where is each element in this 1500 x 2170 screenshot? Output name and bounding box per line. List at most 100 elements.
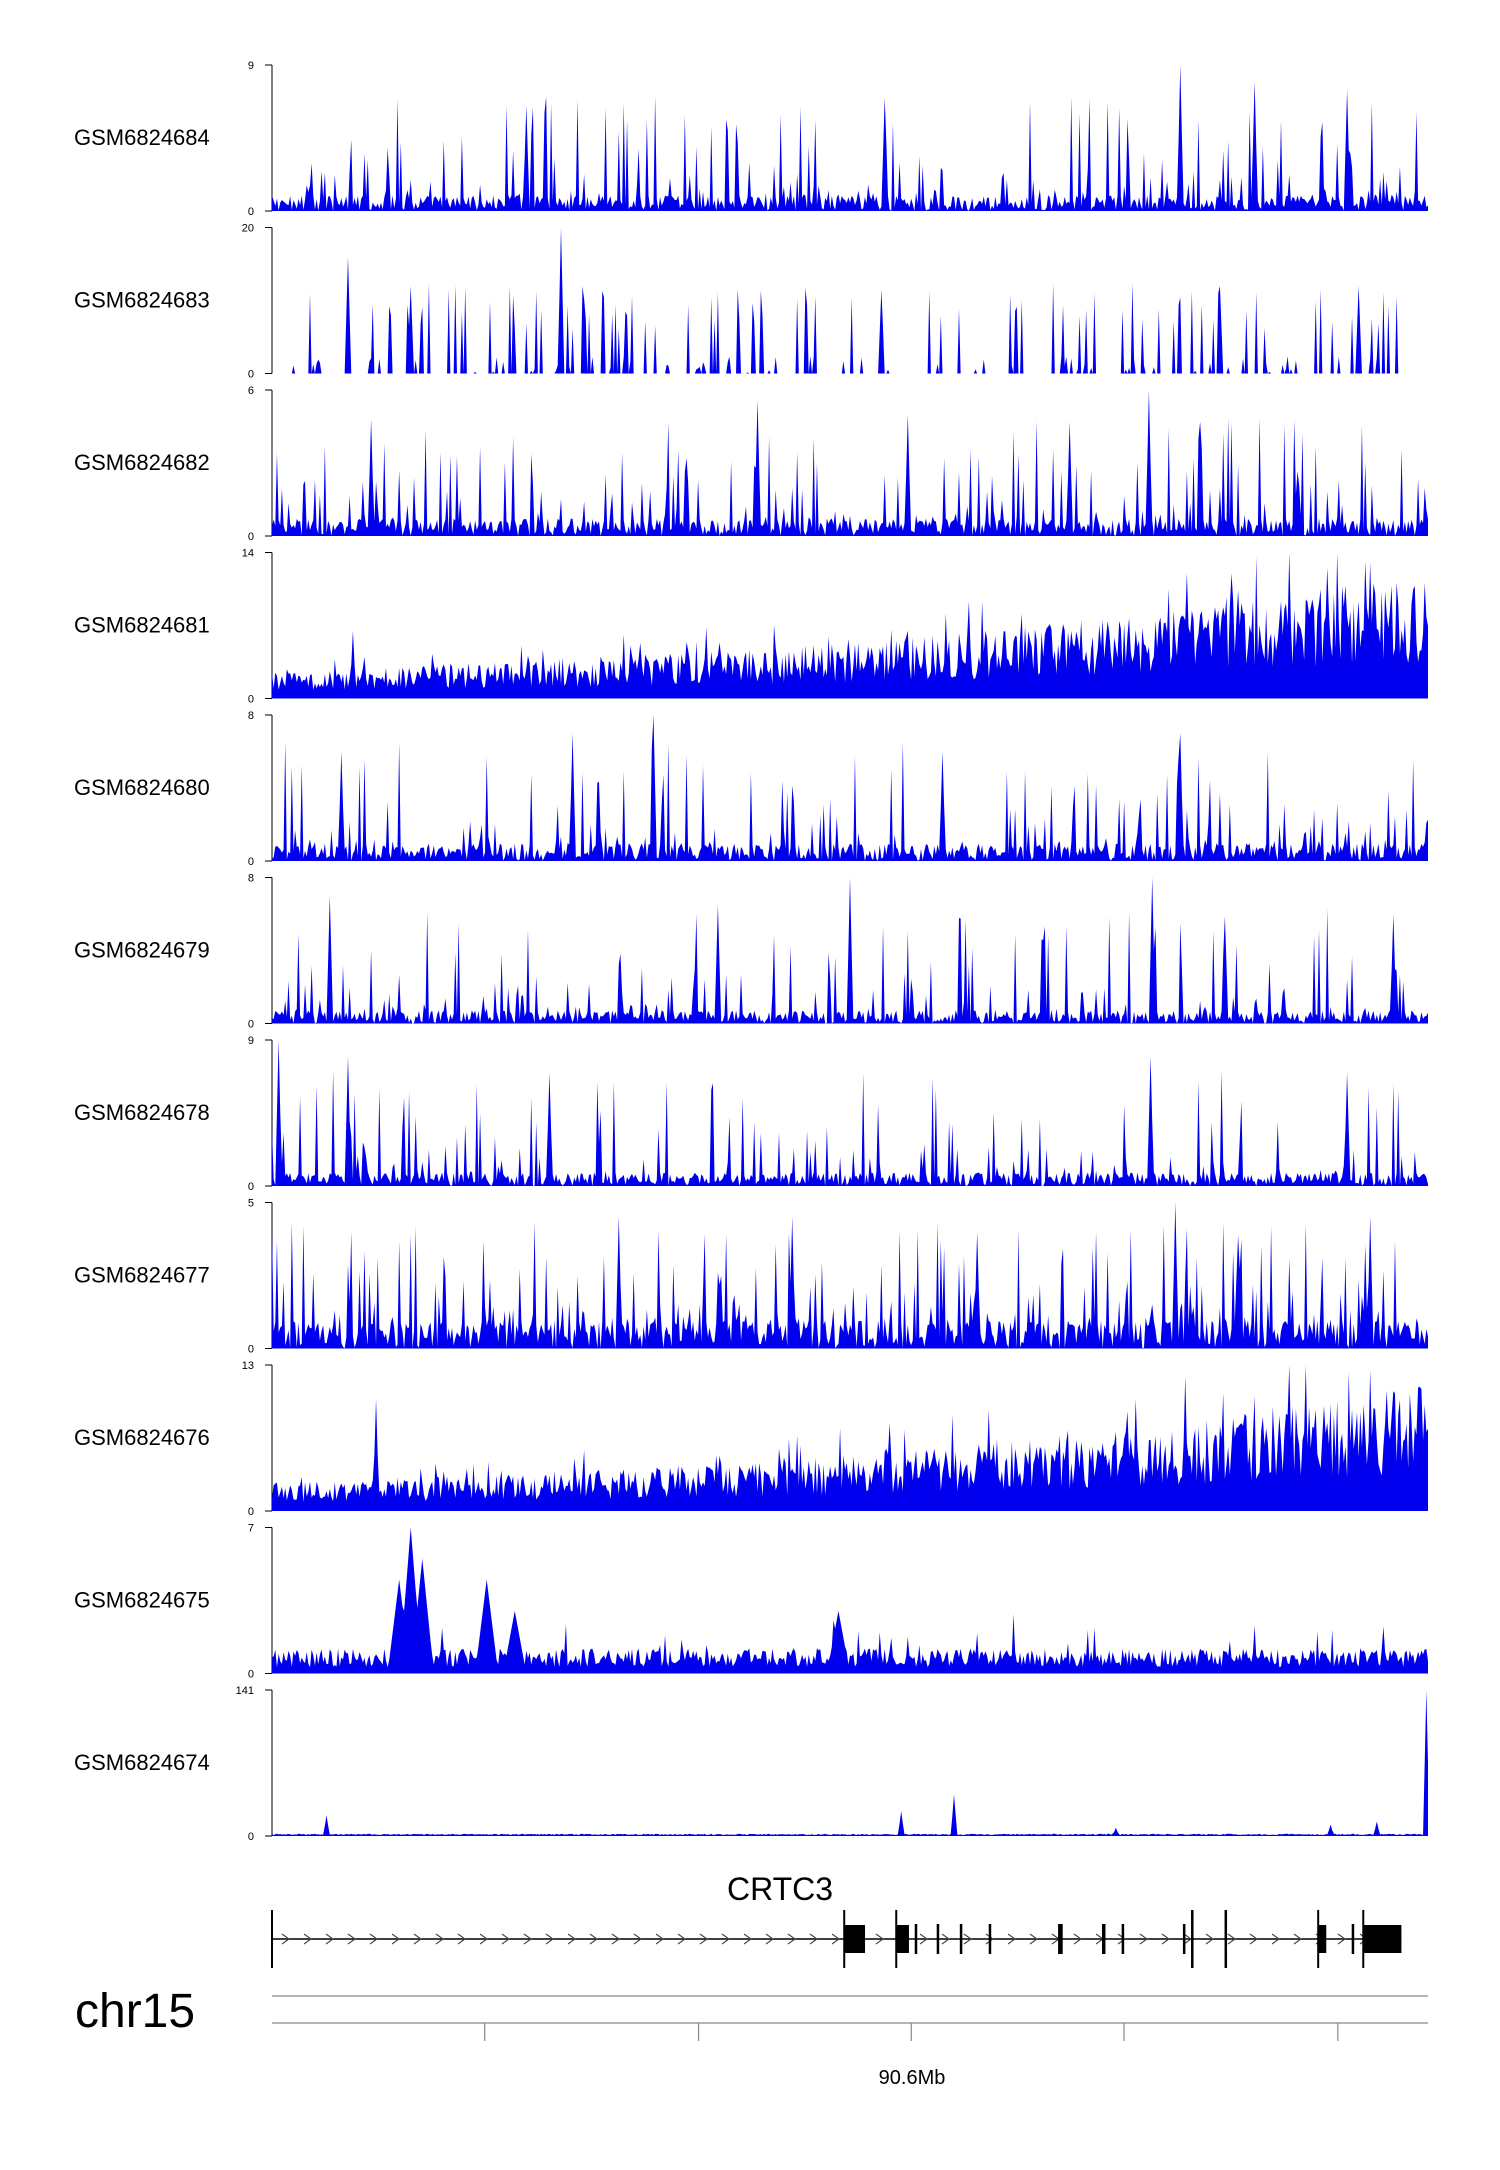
strand-arrow <box>1271 1933 1280 1945</box>
strand-arrow <box>1249 1933 1258 1945</box>
y-tick-min-label: 0 <box>248 531 254 543</box>
track-GSM6824683: GSM6824683 20 0 <box>74 223 1428 381</box>
chromosome-label: chr15 <box>75 1985 195 2038</box>
exon-block <box>914 1924 918 1954</box>
track-GSM6824684: GSM6824684 9 0 <box>74 60 1428 218</box>
exon-block <box>959 1924 963 1954</box>
track-label: GSM6824676 <box>74 1425 210 1450</box>
x-tick-label: 90.6Mb <box>879 2067 946 2089</box>
strand-arrow <box>281 1933 290 1945</box>
signal-area <box>272 1365 1428 1511</box>
y-tick-max-label: 20 <box>242 223 254 235</box>
strand-arrow <box>1139 1933 1148 1945</box>
y-tick-min-label: 0 <box>248 1019 254 1031</box>
genomic-axis: chr15 90.6Mb <box>75 1985 1428 2089</box>
strand-arrow <box>369 1933 378 1945</box>
exon-block <box>1224 1910 1228 1968</box>
track-label: GSM6824674 <box>74 1750 210 1775</box>
y-tick-min-label: 0 <box>248 369 254 381</box>
y-tick-max-label: 6 <box>248 385 254 397</box>
strand-arrow <box>589 1933 598 1945</box>
track-label: GSM6824675 <box>74 1588 210 1613</box>
y-tick-max-label: 13 <box>242 1360 254 1372</box>
y-tick-max-label: 141 <box>236 1685 254 1697</box>
track-label: GSM6824678 <box>74 1100 210 1125</box>
y-tick-min-label: 0 <box>248 1344 254 1356</box>
track-GSM6824682: GSM6824682 6 0 <box>74 385 1428 543</box>
signal-area <box>272 390 1428 536</box>
strand-arrow <box>1161 1933 1170 1945</box>
exon-block <box>844 1925 866 1953</box>
track-GSM6824676: GSM6824676 13 0 <box>74 1360 1428 1518</box>
y-tick-max-label: 5 <box>248 1198 254 1210</box>
strand-arrow <box>831 1933 840 1945</box>
signal-area <box>272 1202 1428 1349</box>
strand-arrow <box>611 1933 620 1945</box>
track-GSM6824674: GSM6824674 141 0 <box>74 1685 1428 1843</box>
strand-arrow <box>347 1933 356 1945</box>
strand-arrow <box>765 1933 774 1945</box>
track-label: GSM6824684 <box>74 125 210 150</box>
strand-arrow <box>545 1933 554 1945</box>
exon-block <box>1102 1924 1106 1954</box>
strand-arrow <box>1183 1933 1192 1945</box>
exon-block <box>1191 1910 1194 1968</box>
exon-block <box>936 1924 940 1954</box>
strand-arrow <box>963 1933 972 1945</box>
exon-block <box>1121 1924 1125 1954</box>
y-tick-max-label: 9 <box>248 60 254 72</box>
signal-area <box>272 1690 1428 1836</box>
strand-arrow <box>1117 1933 1126 1945</box>
strand-arrow <box>655 1933 664 1945</box>
strand-arrow <box>787 1933 796 1945</box>
strand-arrow <box>1073 1933 1082 1945</box>
y-tick-max-label: 8 <box>248 873 254 885</box>
track-GSM6824675: GSM6824675 7 0 <box>74 1523 1428 1681</box>
strand-arrow <box>919 1933 928 1945</box>
y-tick-min-label: 0 <box>248 206 254 218</box>
strand-arrow <box>699 1933 708 1945</box>
strand-arrow <box>567 1933 576 1945</box>
strand-arrow <box>325 1933 334 1945</box>
strand-arrow <box>721 1933 730 1945</box>
exon-block <box>1351 1924 1355 1954</box>
y-tick-min-label: 0 <box>248 1506 254 1518</box>
coverage-tracks: GSM682468490GSM6824683200GSM682468260GSM… <box>74 60 1428 1843</box>
strand-arrow <box>413 1933 422 1945</box>
strand-arrow <box>435 1933 444 1945</box>
track-label: GSM6824680 <box>74 775 210 800</box>
track-GSM6824681: GSM6824681 14 0 <box>74 548 1428 706</box>
strand-arrow <box>391 1933 400 1945</box>
signal-area <box>272 715 1428 861</box>
y-tick-min-label: 0 <box>248 856 254 868</box>
signal-area <box>272 1527 1428 1674</box>
strand-arrow <box>875 1933 884 1945</box>
track-label: GSM6824677 <box>74 1263 210 1288</box>
strand-arrow <box>523 1933 532 1945</box>
y-tick-min-label: 0 <box>248 1181 254 1193</box>
exon-block <box>896 1925 909 1953</box>
gene-model: CRTC3 <box>271 1871 1402 1968</box>
strand-arrow <box>1293 1933 1302 1945</box>
strand-arrow <box>1337 1933 1346 1945</box>
strand-arrow <box>985 1933 994 1945</box>
signal-area <box>272 1040 1428 1186</box>
strand-arrow <box>303 1933 312 1945</box>
y-tick-min-label: 0 <box>248 1669 254 1681</box>
strand-arrow <box>501 1933 510 1945</box>
strand-arrow <box>1205 1933 1214 1945</box>
y-tick-max-label: 7 <box>248 1523 254 1535</box>
y-tick-max-label: 14 <box>242 548 254 560</box>
exon-block <box>1058 1924 1063 1954</box>
track-GSM6824678: GSM6824678 9 0 <box>74 1035 1428 1193</box>
strand-arrow <box>743 1933 752 1945</box>
track-GSM6824680: GSM6824680 8 0 <box>74 710 1428 868</box>
track-label: GSM6824681 <box>74 613 210 638</box>
gene-name-label: CRTC3 <box>727 1871 833 1907</box>
signal-area <box>272 552 1428 699</box>
y-tick-min-label: 0 <box>248 694 254 706</box>
strand-arrow <box>633 1933 642 1945</box>
exon-block <box>1363 1925 1402 1953</box>
track-label: GSM6824683 <box>74 288 210 313</box>
signal-area <box>272 65 1428 211</box>
